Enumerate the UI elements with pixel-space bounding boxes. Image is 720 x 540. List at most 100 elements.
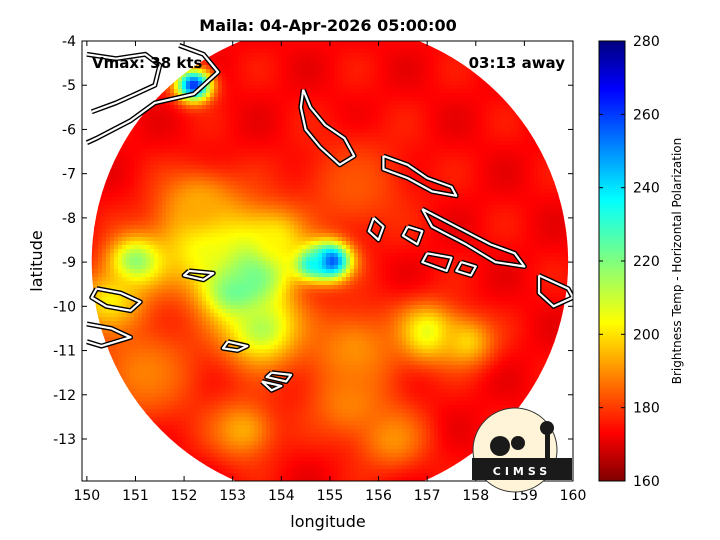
heat-cell — [214, 57, 219, 62]
heat-cell — [402, 153, 407, 158]
heat-cell — [514, 117, 519, 122]
heat-cell — [430, 93, 435, 98]
heat-cell — [402, 65, 407, 70]
heat-cell — [438, 49, 443, 54]
heat-cell — [234, 65, 239, 70]
heat-cell — [322, 201, 327, 206]
heat-cell — [174, 185, 179, 190]
heat-cell — [414, 165, 419, 170]
heat-cell — [474, 165, 479, 170]
heat-cell — [442, 93, 447, 98]
heat-cell — [222, 193, 227, 198]
heat-cell — [378, 133, 383, 138]
heat-cell — [182, 101, 187, 106]
heat-cell — [510, 201, 515, 206]
heat-cell — [446, 81, 451, 86]
heat-cell — [354, 101, 359, 106]
heat-cell — [510, 117, 515, 122]
heat-cell — [254, 121, 259, 126]
heat-cell — [502, 105, 507, 110]
heat-cell — [530, 221, 535, 226]
heat-cell — [374, 161, 379, 166]
heat-cell — [442, 209, 447, 214]
heat-cell — [450, 181, 455, 186]
heat-cell — [258, 129, 263, 134]
heat-cell — [254, 85, 259, 90]
heat-cell — [426, 225, 431, 230]
heat-cell — [490, 225, 495, 230]
heat-cell — [422, 125, 427, 130]
heat-cell — [174, 149, 179, 154]
heat-cell — [358, 69, 363, 74]
heat-cell — [114, 197, 119, 202]
heat-cell — [262, 53, 267, 58]
heat-cell — [462, 129, 467, 134]
heat-cell — [186, 113, 191, 118]
heat-cell — [158, 93, 163, 98]
heat-cell — [178, 81, 183, 86]
heat-cell — [278, 41, 283, 46]
heat-cell — [494, 133, 499, 138]
heat-cell — [134, 169, 139, 174]
heat-cell — [226, 117, 231, 122]
heat-cell — [298, 225, 303, 230]
heat-cell — [370, 141, 375, 146]
heat-cell — [422, 221, 427, 226]
heat-cell — [254, 181, 259, 186]
heat-cell — [386, 209, 391, 214]
heat-cell — [430, 237, 435, 242]
heat-cell — [386, 61, 391, 66]
heat-cell — [314, 53, 319, 58]
heat-cell — [114, 173, 119, 178]
heat-cell — [138, 197, 143, 202]
heat-cell — [442, 157, 447, 162]
heat-cell — [422, 45, 427, 50]
heat-cell — [402, 45, 407, 50]
heat-cell — [514, 153, 519, 158]
heat-cell — [506, 193, 511, 198]
heat-cell — [346, 81, 351, 86]
heat-cell — [91, 237, 95, 242]
heat-cell — [470, 197, 475, 202]
heat-cell — [478, 81, 483, 86]
heat-cell — [466, 153, 471, 158]
heat-cell — [470, 129, 475, 134]
heat-cell — [274, 189, 279, 194]
heat-cell — [338, 185, 343, 190]
heat-cell — [170, 177, 175, 182]
heat-cell — [118, 213, 123, 218]
heat-cell — [418, 121, 423, 126]
heat-cell — [490, 229, 495, 234]
heat-cell — [142, 161, 147, 166]
heat-cell — [154, 141, 159, 146]
heat-cell — [162, 205, 167, 210]
heat-cell — [206, 185, 211, 190]
heat-cell — [454, 229, 459, 234]
heat-cell — [230, 221, 235, 226]
heat-cell — [406, 205, 411, 210]
heat-cell — [254, 237, 259, 242]
heat-cell — [366, 89, 371, 94]
heat-cell — [422, 133, 427, 138]
heat-cell — [482, 117, 487, 122]
heat-cell — [406, 193, 411, 198]
heat-cell — [302, 149, 307, 154]
heat-cell — [258, 73, 263, 78]
heat-cell — [202, 125, 207, 130]
heat-cell — [426, 161, 431, 166]
heat-cell — [442, 165, 447, 170]
heat-cell — [266, 109, 271, 114]
heat-cell — [258, 177, 263, 182]
heat-cell — [210, 113, 215, 118]
heat-cell — [366, 77, 371, 82]
heat-cell — [470, 237, 475, 242]
heat-cell — [318, 109, 323, 114]
heat-cell — [374, 49, 379, 54]
heat-cell — [346, 209, 351, 214]
heat-cell — [526, 169, 531, 174]
heat-cell — [230, 197, 235, 202]
heat-cell — [346, 77, 351, 82]
heat-cell — [398, 157, 403, 162]
heat-cell — [298, 197, 303, 202]
heat-cell — [150, 109, 155, 114]
